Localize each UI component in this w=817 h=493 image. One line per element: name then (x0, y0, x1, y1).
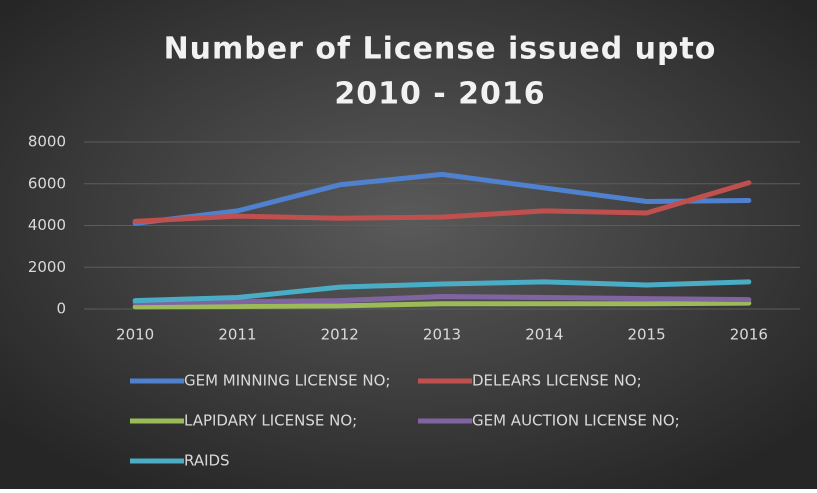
series-line (132, 293, 752, 306)
y-tick-label: 4000 (28, 216, 66, 234)
y-tick-label: 8000 (28, 133, 66, 151)
legend-label: DELEARS LICENSE NO; (472, 372, 642, 390)
x-tick-label: 2016 (730, 326, 768, 344)
chart-title: 2010 - 2016 (334, 77, 545, 112)
legend-label: RAIDS (184, 452, 230, 470)
series-line (132, 180, 752, 224)
x-tick-label: 2014 (525, 326, 563, 344)
x-tick-label: 2013 (423, 326, 461, 344)
x-tick-label: 2012 (321, 326, 359, 344)
legend-label: GEM MINNING LICENSE NO; (184, 372, 390, 390)
y-tick-label: 0 (56, 300, 66, 318)
series-line (132, 171, 752, 226)
series-line (132, 279, 752, 304)
x-tick-label: 2015 (627, 326, 665, 344)
chart-title: Number of License issued upto (164, 32, 717, 67)
y-tick-label: 6000 (28, 174, 66, 192)
y-tick-label: 2000 (28, 258, 66, 276)
series-line (132, 300, 752, 310)
legend-label: GEM AUCTION LICENSE NO; (472, 412, 680, 430)
legend-label: LAPIDARY LICENSE NO; (184, 412, 357, 430)
x-tick-label: 2010 (116, 326, 154, 344)
x-tick-label: 2011 (218, 326, 256, 344)
